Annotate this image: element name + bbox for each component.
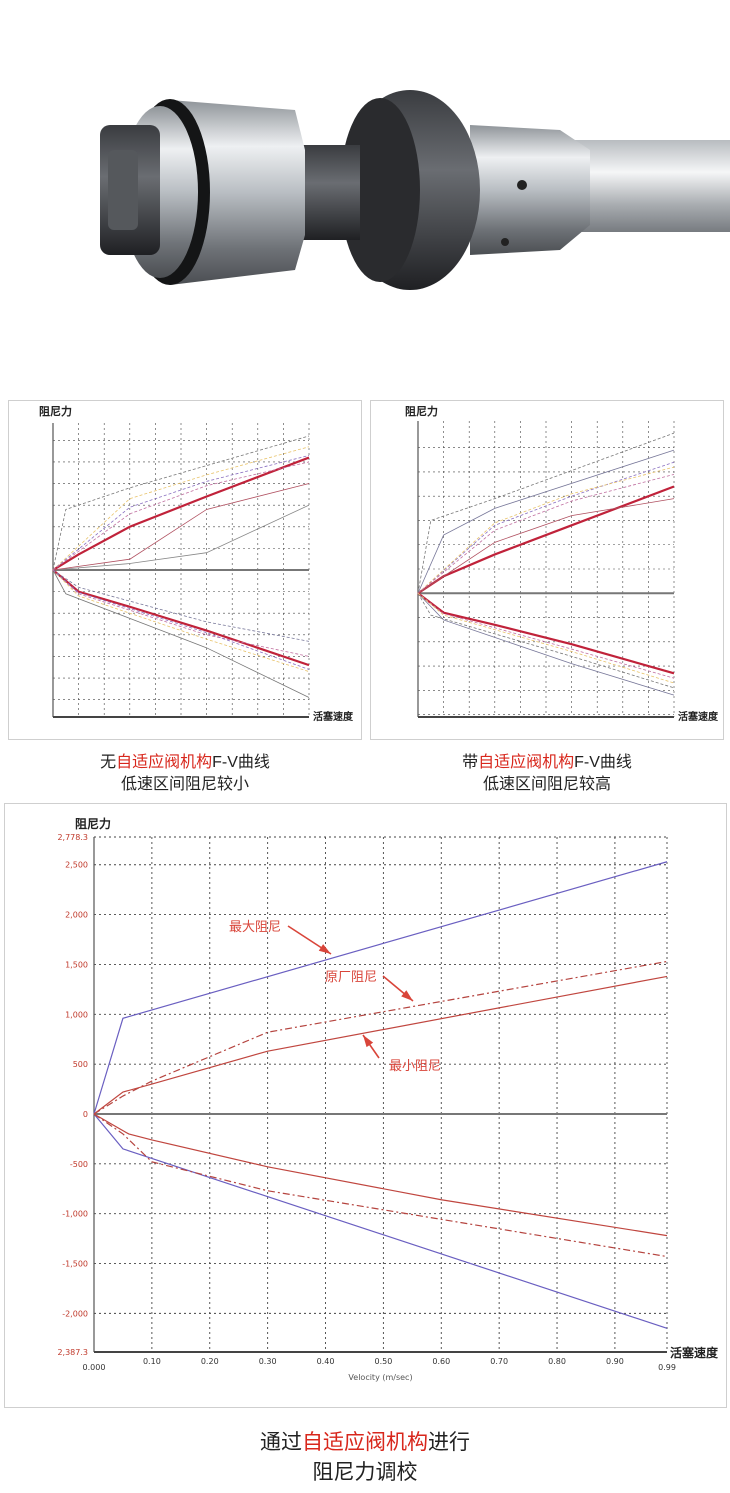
- end-cap-face: [108, 150, 138, 230]
- y-axis-label: 阻尼力: [405, 404, 438, 418]
- caption-text: 带: [462, 754, 479, 771]
- series-line-11: [52, 569, 310, 672]
- series-line-4: [417, 461, 675, 594]
- caption-without-adaptive-valve: 无自适应阀机构F-V曲线 低速区间阻尼较小: [8, 752, 362, 796]
- y-tick-label: 2,000: [65, 911, 88, 920]
- x-axis-label: 活塞速度: [670, 1345, 719, 1360]
- series-line-3: [417, 449, 675, 594]
- caption-line2: 低速区间阻尼较高: [482, 776, 611, 793]
- damper-valve-photo: [100, 90, 730, 290]
- series-line-7: [52, 461, 310, 571]
- y-tick-label: 500: [73, 1060, 88, 1069]
- series-line-3: [52, 504, 310, 571]
- y-tick-label: -1,500: [62, 1260, 88, 1269]
- series-line-9: [52, 569, 310, 642]
- caption-text: F-V曲线: [574, 754, 632, 771]
- y-tick-label: -2,000: [62, 1309, 88, 1318]
- x-tick-label: 0.80: [548, 1357, 566, 1366]
- series-line-2: [93, 960, 668, 1115]
- series-line-4: [52, 569, 310, 698]
- arrow-head-icon: [401, 990, 413, 1001]
- series-line-0: [52, 456, 310, 571]
- x-tick-label: 0.99: [658, 1363, 676, 1372]
- series-line-10: [52, 569, 310, 657]
- y-axis-label: 阻尼力: [39, 404, 72, 418]
- series-line-0: [93, 861, 668, 1115]
- series-line-2: [417, 432, 675, 594]
- x-tick-label: 0.90: [606, 1357, 624, 1366]
- series-line-5: [417, 466, 675, 594]
- series-line-9: [417, 593, 675, 689]
- series-line-3: [93, 1113, 668, 1258]
- series-line-2: [52, 435, 310, 571]
- caption-with-adaptive-valve: 带自适应阀机构F-V曲线 低速区间阻尼较高: [370, 752, 724, 796]
- caption-highlight: 自适应阀机构: [116, 754, 213, 771]
- chart-panel-with-adaptive-valve: 阻尼力活塞速度: [370, 400, 724, 740]
- x-tick-label: 0.40: [317, 1357, 335, 1366]
- series-line-1: [52, 569, 310, 667]
- x-axis-title: Velocity (m/sec): [348, 1373, 412, 1382]
- series-line-8: [417, 592, 675, 696]
- series-line-8: [52, 483, 310, 571]
- caption-text: 无: [100, 754, 117, 771]
- y-tick-label: -500: [70, 1160, 88, 1169]
- y-axis-label: 阻尼力: [75, 816, 111, 831]
- series-line-5: [93, 1113, 668, 1237]
- x-tick-label: 0.000: [83, 1363, 106, 1372]
- y-tick-label: 2,500: [65, 861, 88, 870]
- y-tick-label: -1,000: [62, 1210, 88, 1219]
- x-tick-label: 0.50: [374, 1357, 392, 1366]
- sleeve-hole: [517, 180, 527, 190]
- x-tick-label: 0.60: [432, 1357, 450, 1366]
- y-tick-label: 2,387.3: [57, 1348, 88, 1357]
- y-tick-label: 0: [83, 1110, 88, 1119]
- y-tick-label: 1,000: [65, 1010, 88, 1019]
- series-line-11: [417, 592, 675, 684]
- series-line-5: [52, 446, 310, 571]
- caption-highlight: 自适应阀机构: [478, 754, 575, 771]
- connector-nut: [295, 145, 360, 240]
- series-line-6: [417, 473, 675, 594]
- caption-line2: 低速区间阻尼较小: [120, 776, 249, 793]
- series-line-7: [417, 498, 675, 594]
- x-tick-label: 0.70: [490, 1357, 508, 1366]
- x-axis-label: 活塞速度: [678, 710, 719, 723]
- caption-text: 通过: [260, 1431, 302, 1454]
- chart-panel-without-adaptive-valve: 阻尼力活塞速度: [8, 400, 362, 740]
- caption-line2: 阻尼力调校: [312, 1461, 418, 1484]
- series-line-4: [93, 975, 668, 1115]
- series-line-10: [417, 592, 675, 679]
- x-tick-label: 0.20: [201, 1357, 219, 1366]
- y-tick-label: 1,500: [65, 960, 88, 969]
- caption-text: F-V曲线: [212, 754, 270, 771]
- caption-text: 进行: [428, 1431, 470, 1454]
- sleeve-hole: [501, 238, 509, 246]
- y-tick-label: 2,778.3: [57, 833, 88, 842]
- series-line-1: [93, 1113, 668, 1329]
- x-tick-label: 0.30: [259, 1357, 277, 1366]
- series-line-12: [52, 569, 310, 670]
- x-axis-label: 活塞速度: [313, 710, 354, 723]
- series-line-1: [417, 592, 675, 675]
- caption-highlight: 自适应阀机构: [302, 1431, 428, 1454]
- arrow-head-icon: [318, 944, 331, 954]
- x-tick-label: 0.10: [143, 1357, 161, 1366]
- valve-sleeve: [470, 125, 590, 255]
- annotation-original-damping: 原厂阻尼: [325, 970, 377, 985]
- arrow-head-icon: [363, 1035, 374, 1048]
- chart-panel-damping-tuning: 阻尼力活塞速度 2,778.3 2,500 2,000 1,500 1,000 500 0 -5…: [4, 803, 727, 1408]
- annotation-min-damping: 最小阻尼: [389, 1059, 441, 1074]
- caption-damping-tuning: 通过自适应阀机构进行 阻尼力调校: [0, 1428, 730, 1488]
- annotation-max-damping: 最大阻尼: [229, 920, 281, 935]
